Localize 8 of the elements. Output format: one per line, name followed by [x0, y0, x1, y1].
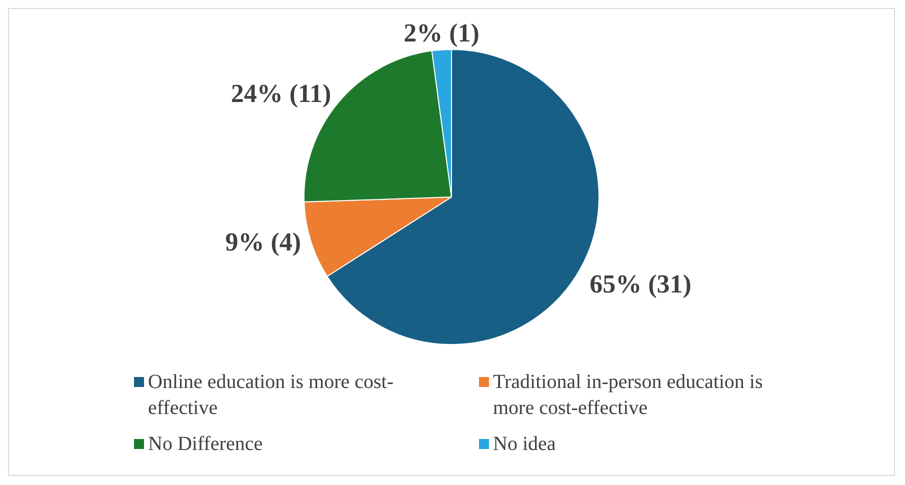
legend-label: No idea — [493, 432, 557, 457]
legend-label: No Difference — [148, 432, 264, 457]
data-label: 9% (4) — [225, 227, 302, 256]
data-label: 2% (1) — [404, 18, 480, 48]
data-label: 24% (11) — [230, 79, 332, 108]
legend-label: Traditional in-person education is more cost-effective — [493, 370, 764, 421]
data-label: 65% (31) — [590, 269, 692, 298]
legend-label: Online education is more cost-effective — [148, 370, 394, 421]
